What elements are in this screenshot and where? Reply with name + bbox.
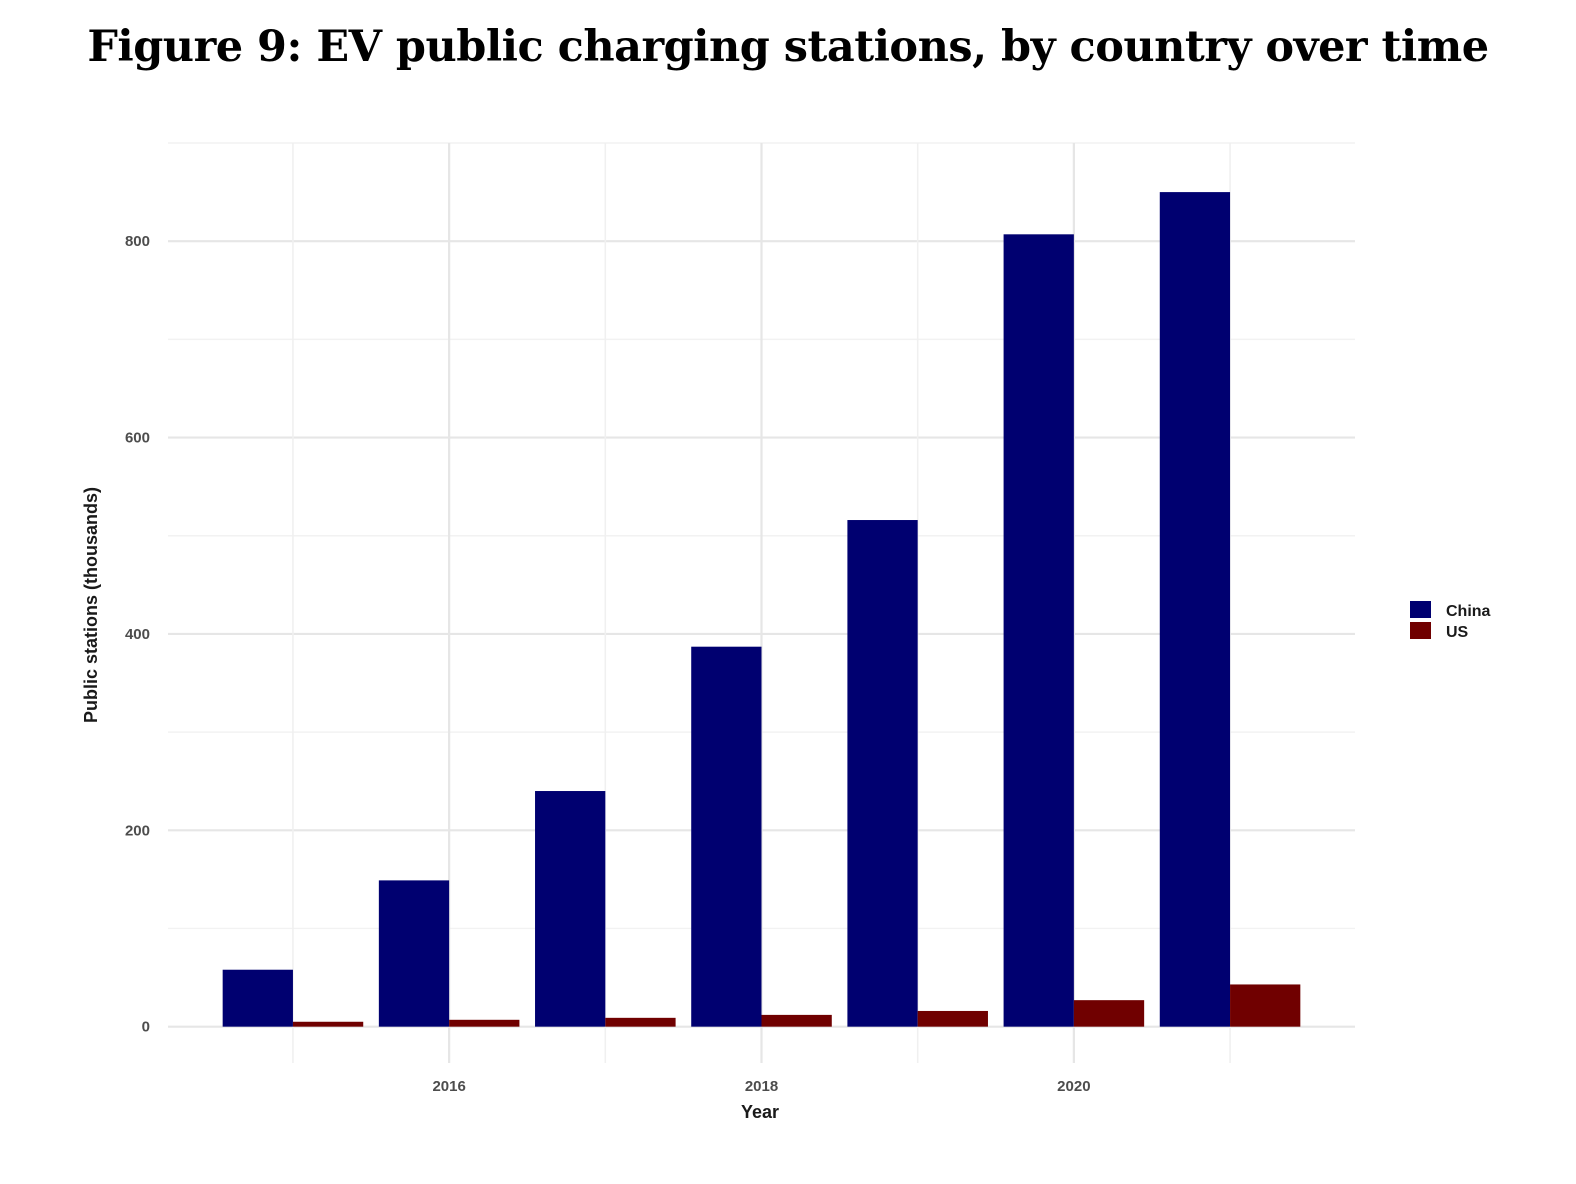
bar-us-2017	[605, 1017, 676, 1027]
bar-us-2019	[917, 1010, 988, 1027]
x-tick-label: 2018	[745, 1078, 778, 1095]
legend-label-china: China	[1446, 603, 1491, 620]
y-tick-label: 800	[125, 233, 150, 250]
bar-china-2015	[222, 969, 293, 1027]
bar-china-2020	[1003, 234, 1074, 1027]
y-axis-title: Public stations (thousands)	[81, 487, 101, 723]
bar-china-2017	[535, 791, 606, 1027]
legend-label-us: US	[1446, 624, 1469, 641]
bar-us-2018	[761, 1014, 832, 1027]
y-tick-label: 0	[142, 1019, 150, 1036]
bars	[222, 192, 1301, 1027]
bar-us-2015	[292, 1021, 364, 1027]
y-tick-label: 400	[125, 626, 150, 643]
bar-china-2019	[847, 520, 918, 1027]
x-tick-label: 2016	[432, 1078, 465, 1095]
x-axis-title: Year	[741, 1102, 779, 1122]
legend-swatch-china	[1410, 601, 1431, 618]
figure-title: Figure 9: EV public charging stations, b…	[87, 22, 1489, 72]
bar-china-2016	[378, 880, 450, 1027]
bar-us-2021	[1230, 984, 1301, 1027]
y-tick-label: 200	[125, 822, 150, 839]
y-tick-label: 600	[125, 430, 150, 447]
legend-swatch-us	[1410, 622, 1431, 639]
y-axis-ticks: 0 200 400 600 800	[125, 233, 150, 1035]
x-axis-ticks: 2016 2018 2020	[432, 1078, 1090, 1095]
bar-china-2021	[1159, 192, 1231, 1027]
bar-china-2018	[691, 646, 762, 1027]
x-tick-label: 2020	[1057, 1078, 1090, 1095]
bar-us-2020	[1073, 1000, 1145, 1027]
legend: China US	[1410, 601, 1491, 641]
bar-us-2016	[449, 1019, 520, 1027]
